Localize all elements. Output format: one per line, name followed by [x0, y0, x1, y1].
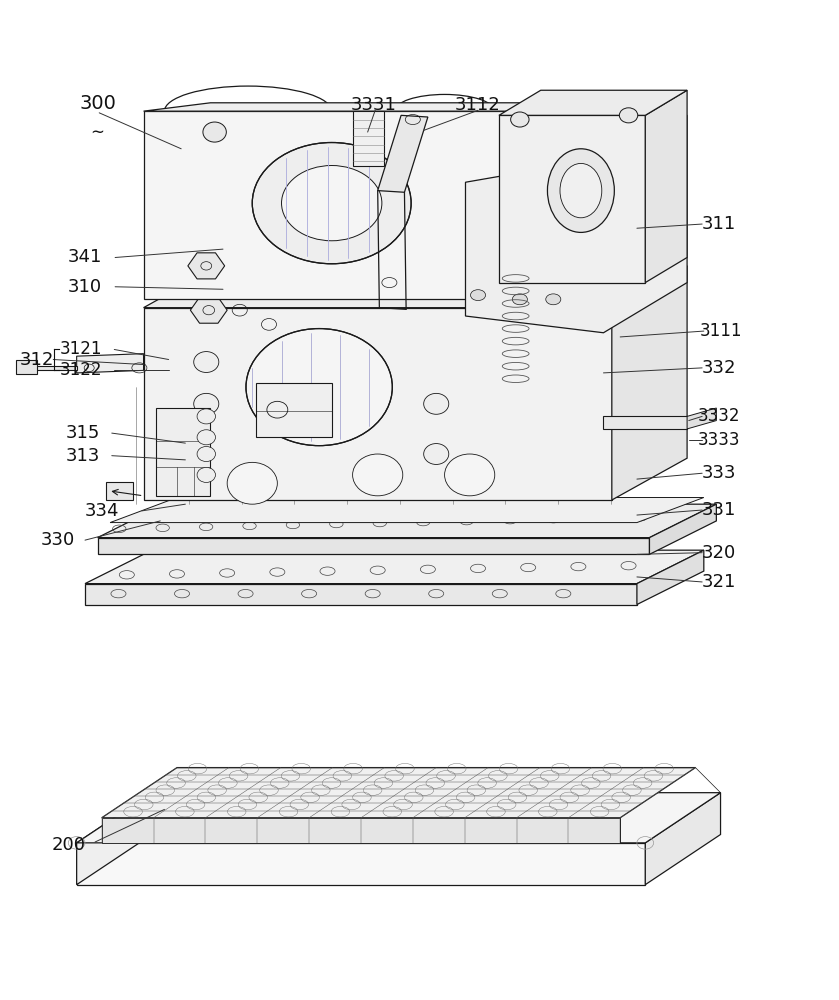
Polygon shape [76, 354, 143, 373]
Text: 320: 320 [701, 544, 736, 562]
Polygon shape [76, 843, 645, 885]
Polygon shape [102, 818, 620, 843]
Polygon shape [143, 266, 687, 308]
Text: 321: 321 [701, 573, 736, 591]
Ellipse shape [203, 122, 227, 142]
Text: 330: 330 [41, 531, 76, 549]
Ellipse shape [194, 393, 219, 414]
Text: 3331: 3331 [351, 96, 397, 114]
Polygon shape [102, 768, 696, 818]
Ellipse shape [246, 329, 393, 446]
Text: 341: 341 [68, 248, 102, 266]
Text: 3122: 3122 [60, 361, 102, 379]
Polygon shape [97, 538, 649, 554]
Polygon shape [110, 497, 704, 523]
Polygon shape [499, 90, 687, 115]
Polygon shape [645, 793, 721, 885]
Ellipse shape [194, 352, 219, 372]
Polygon shape [603, 103, 670, 299]
Ellipse shape [560, 163, 602, 218]
Text: 310: 310 [68, 278, 102, 296]
Ellipse shape [513, 294, 528, 305]
Ellipse shape [511, 112, 529, 127]
Text: 3121: 3121 [60, 340, 102, 358]
Polygon shape [378, 115, 428, 192]
Polygon shape [76, 793, 721, 843]
Ellipse shape [445, 454, 495, 496]
Polygon shape [85, 550, 704, 584]
Text: 331: 331 [701, 501, 736, 519]
Polygon shape [612, 266, 687, 500]
Ellipse shape [424, 444, 449, 464]
Polygon shape [637, 550, 704, 605]
Ellipse shape [471, 290, 486, 301]
Polygon shape [466, 115, 687, 333]
Text: 3112: 3112 [456, 96, 501, 114]
Bar [156, 408, 211, 496]
Polygon shape [35, 366, 76, 370]
Polygon shape [603, 416, 687, 429]
Ellipse shape [282, 166, 382, 241]
Bar [499, 115, 645, 283]
Text: 333: 333 [701, 464, 736, 482]
Text: 300: 300 [79, 94, 116, 113]
Text: 312: 312 [19, 351, 54, 369]
Bar [16, 360, 37, 374]
Ellipse shape [253, 143, 411, 264]
Polygon shape [85, 584, 637, 605]
Text: 3333: 3333 [697, 431, 740, 449]
Ellipse shape [534, 126, 556, 146]
Polygon shape [143, 111, 603, 299]
Ellipse shape [227, 462, 278, 504]
Text: 334: 334 [85, 502, 119, 520]
Text: 200: 200 [51, 836, 86, 854]
Text: 3332: 3332 [697, 407, 740, 425]
Ellipse shape [424, 393, 449, 414]
Text: ∼: ∼ [91, 123, 105, 141]
Polygon shape [143, 103, 670, 111]
Polygon shape [649, 504, 717, 554]
Text: 311: 311 [701, 215, 736, 233]
Bar [257, 383, 331, 437]
Text: 315: 315 [66, 424, 101, 442]
Polygon shape [645, 90, 687, 283]
Text: 3111: 3111 [699, 322, 742, 340]
Ellipse shape [619, 108, 638, 123]
Ellipse shape [197, 467, 216, 482]
Ellipse shape [352, 454, 403, 496]
Ellipse shape [197, 446, 216, 462]
Polygon shape [76, 793, 152, 885]
Ellipse shape [547, 149, 614, 232]
Polygon shape [188, 253, 225, 279]
Bar [106, 482, 133, 500]
Ellipse shape [546, 294, 560, 305]
Polygon shape [97, 504, 717, 538]
Polygon shape [190, 297, 227, 323]
Text: 313: 313 [66, 447, 101, 465]
Ellipse shape [197, 409, 216, 424]
Polygon shape [143, 308, 612, 500]
Polygon shape [687, 408, 717, 429]
Ellipse shape [197, 430, 216, 445]
Text: 332: 332 [701, 359, 736, 377]
Bar [352, 111, 384, 166]
